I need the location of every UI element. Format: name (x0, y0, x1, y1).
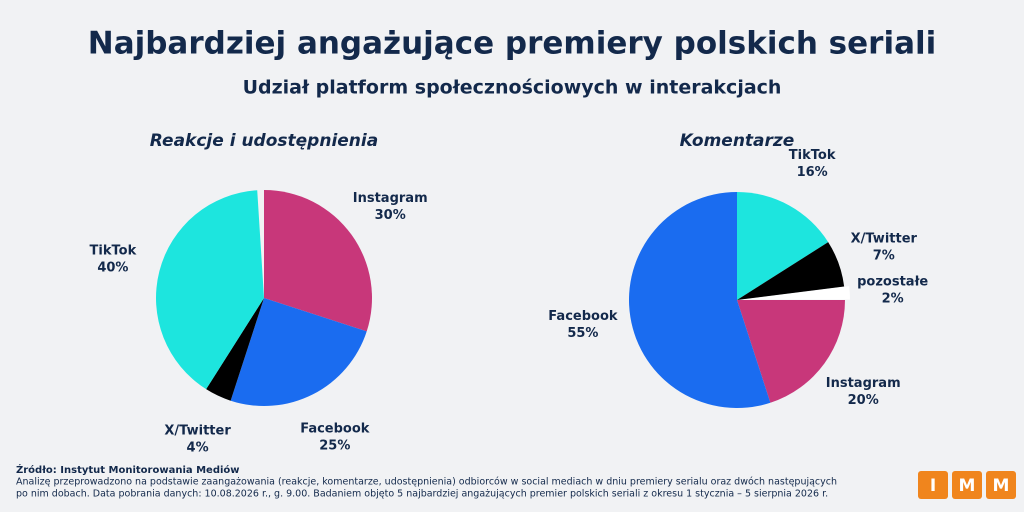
logo-letter: M (959, 476, 976, 496)
slice-label: Instagram (826, 376, 901, 391)
pie-slice (629, 192, 771, 409)
slice-label: TikTok (90, 244, 137, 259)
pie-slice (230, 298, 367, 406)
logo-letter: I (930, 476, 936, 496)
pie-slice (264, 190, 373, 332)
value-label: 20% (848, 393, 879, 408)
pie-slice (737, 192, 829, 300)
pie-slice (737, 242, 845, 300)
pie-slice (741, 286, 850, 300)
chart-title: Komentarze (680, 131, 795, 151)
value-label: 25% (319, 438, 350, 453)
slice-label: X/Twitter (851, 232, 918, 247)
slice-label: pozostałe (857, 275, 928, 290)
note: po nim dobach. Data pobrania danych: 10.… (16, 489, 828, 500)
logo-letter: M (993, 476, 1010, 496)
value-label: 40% (97, 261, 128, 276)
value-label: 7% (873, 249, 895, 264)
pie-slice (156, 190, 264, 390)
note: Analizę przeprowadzono na podstawie zaan… (16, 477, 837, 488)
slice-label: X/Twitter (164, 424, 231, 439)
source: Źródło: Instytut Monitorowania Mediów (16, 463, 240, 476)
slice-label: Facebook (548, 309, 618, 324)
slice-label: Facebook (300, 421, 370, 436)
title: Najbardziej angażujące premiery polskich… (88, 26, 937, 62)
value-label: 2% (882, 292, 904, 307)
slice-label: TikTok (789, 148, 836, 163)
subtitle: Udział platform społecznościowych w inte… (243, 77, 782, 99)
slice-label: Instagram (353, 191, 428, 206)
logo-box (952, 471, 982, 499)
logo-box (986, 471, 1016, 499)
value-label: 4% (187, 441, 209, 456)
value-label: 30% (375, 208, 406, 223)
pie-slice (206, 298, 264, 401)
logo-box (918, 471, 948, 499)
value-label: 16% (797, 165, 828, 180)
chart-title: Reakcje i udostępnienia (150, 131, 378, 151)
pie-slice (737, 300, 845, 403)
value-label: 55% (567, 326, 598, 341)
